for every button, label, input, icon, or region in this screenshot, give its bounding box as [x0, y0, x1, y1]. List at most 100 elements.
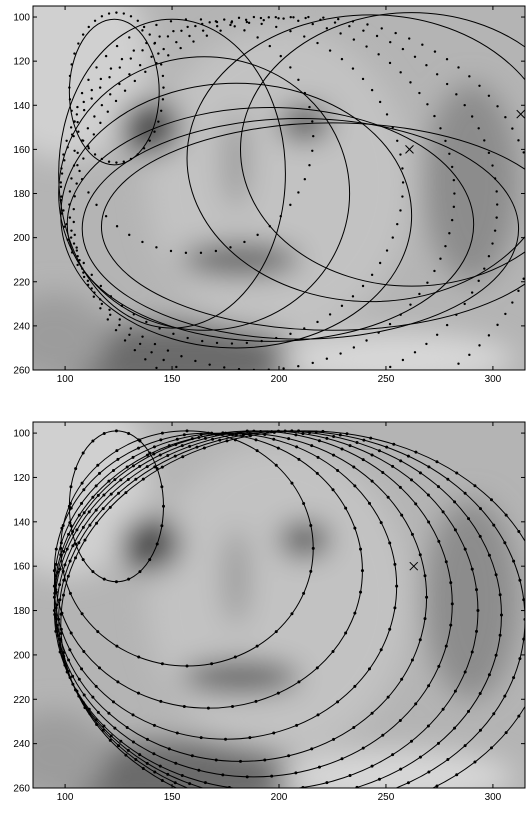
contour-dot — [380, 27, 383, 30]
contour-dot — [468, 353, 471, 357]
contour-dot — [169, 249, 173, 253]
contour-dot — [355, 785, 359, 788]
contour-dot — [132, 313, 135, 316]
contour-dot — [378, 100, 382, 104]
contour-dot — [503, 541, 507, 545]
contour-dot — [186, 25, 189, 29]
contour-dot — [453, 500, 457, 504]
contour-dot — [400, 513, 404, 517]
contour-dot — [62, 209, 65, 212]
contour-dot — [162, 47, 165, 51]
contour-dot — [307, 15, 310, 19]
contour-dot — [433, 50, 437, 53]
contour-dot — [348, 25, 351, 28]
contour-dot — [301, 785, 305, 788]
contour-dot — [289, 29, 292, 33]
contour-dot — [66, 669, 70, 673]
contour-dot — [277, 17, 280, 20]
contour-dot — [441, 510, 445, 514]
contour-dot — [100, 157, 104, 161]
contour-dot — [166, 454, 170, 458]
contour-dot — [477, 127, 480, 130]
contour-dot — [181, 455, 185, 459]
contour-dot — [115, 161, 118, 164]
contour-dot — [312, 134, 315, 138]
contour-dot — [90, 88, 93, 92]
contour-line-0-8 — [240, 12, 525, 287]
contour-dot — [337, 17, 340, 21]
contour-dot — [401, 181, 405, 184]
contour-dot — [137, 655, 141, 659]
contour-dot — [69, 485, 73, 489]
contour-dot — [54, 629, 58, 633]
x-marker-0 — [409, 561, 419, 571]
contour-dot — [114, 99, 118, 103]
contour-dot — [352, 725, 356, 729]
contour-dot — [96, 630, 100, 634]
contour-dot — [131, 740, 135, 744]
contour-dot — [399, 153, 402, 156]
contour-dot — [109, 313, 112, 316]
contour-dot — [136, 19, 139, 22]
contour-dot — [81, 267, 84, 270]
contour-dot — [174, 443, 178, 447]
contour-dot — [152, 723, 156, 727]
contour-dot — [353, 526, 357, 530]
contour-dot — [70, 177, 73, 180]
contour-dot — [494, 653, 498, 657]
x-marker-0 — [405, 145, 414, 154]
contour-dot — [362, 29, 365, 32]
contour-dot — [517, 289, 520, 293]
contour-dot — [401, 47, 405, 51]
contour-dot — [487, 334, 491, 337]
contour-dot — [115, 44, 119, 48]
contour-dot — [70, 133, 74, 136]
contour-dot — [188, 34, 191, 38]
contour-dot — [208, 363, 211, 366]
contour-dot — [114, 580, 118, 584]
contour-dot — [60, 212, 64, 215]
contour-dot — [221, 431, 225, 435]
contour-dot — [297, 429, 301, 433]
contour-dot — [252, 15, 256, 19]
contour-dot — [365, 339, 368, 342]
contour-dot — [117, 491, 121, 495]
contour-dot — [137, 438, 141, 442]
contour-dot — [211, 789, 214, 792]
contour-dot — [470, 291, 474, 294]
contour-dot — [435, 784, 439, 788]
contour-dot — [87, 25, 90, 29]
x-tick-label: 250 — [378, 374, 395, 385]
contour-dot — [385, 445, 389, 449]
contour-dot — [197, 435, 201, 439]
contour-dot — [91, 695, 95, 699]
contour-curves — [52, 429, 525, 792]
contour-dot — [123, 89, 127, 92]
contour-dot — [453, 689, 457, 693]
contour-dot — [100, 15, 104, 18]
contour-dot — [369, 436, 373, 440]
contour-dot — [109, 93, 112, 96]
contour-dot — [344, 631, 348, 635]
contour-dot — [388, 541, 392, 545]
contour-dot — [182, 704, 186, 708]
contour-dot — [131, 713, 135, 717]
contour-dot — [487, 673, 491, 677]
contour-dot — [158, 453, 162, 457]
contour-dot — [59, 553, 63, 557]
contour-dot — [492, 712, 496, 716]
contour-dot — [439, 127, 442, 130]
x-tick-label: 150 — [164, 374, 181, 385]
contour-dot — [68, 501, 72, 505]
contour-dot — [366, 405, 368, 407]
contour-dot — [332, 435, 336, 439]
contour-dot — [120, 304, 124, 308]
contour-dot — [351, 20, 355, 23]
contour-dot — [72, 164, 76, 167]
contour-dot — [145, 761, 149, 765]
contour-dot — [62, 153, 65, 156]
contour-dot — [76, 120, 79, 124]
contour-dot — [348, 774, 352, 778]
contour-dot — [82, 261, 85, 265]
contour-dot — [463, 491, 467, 495]
